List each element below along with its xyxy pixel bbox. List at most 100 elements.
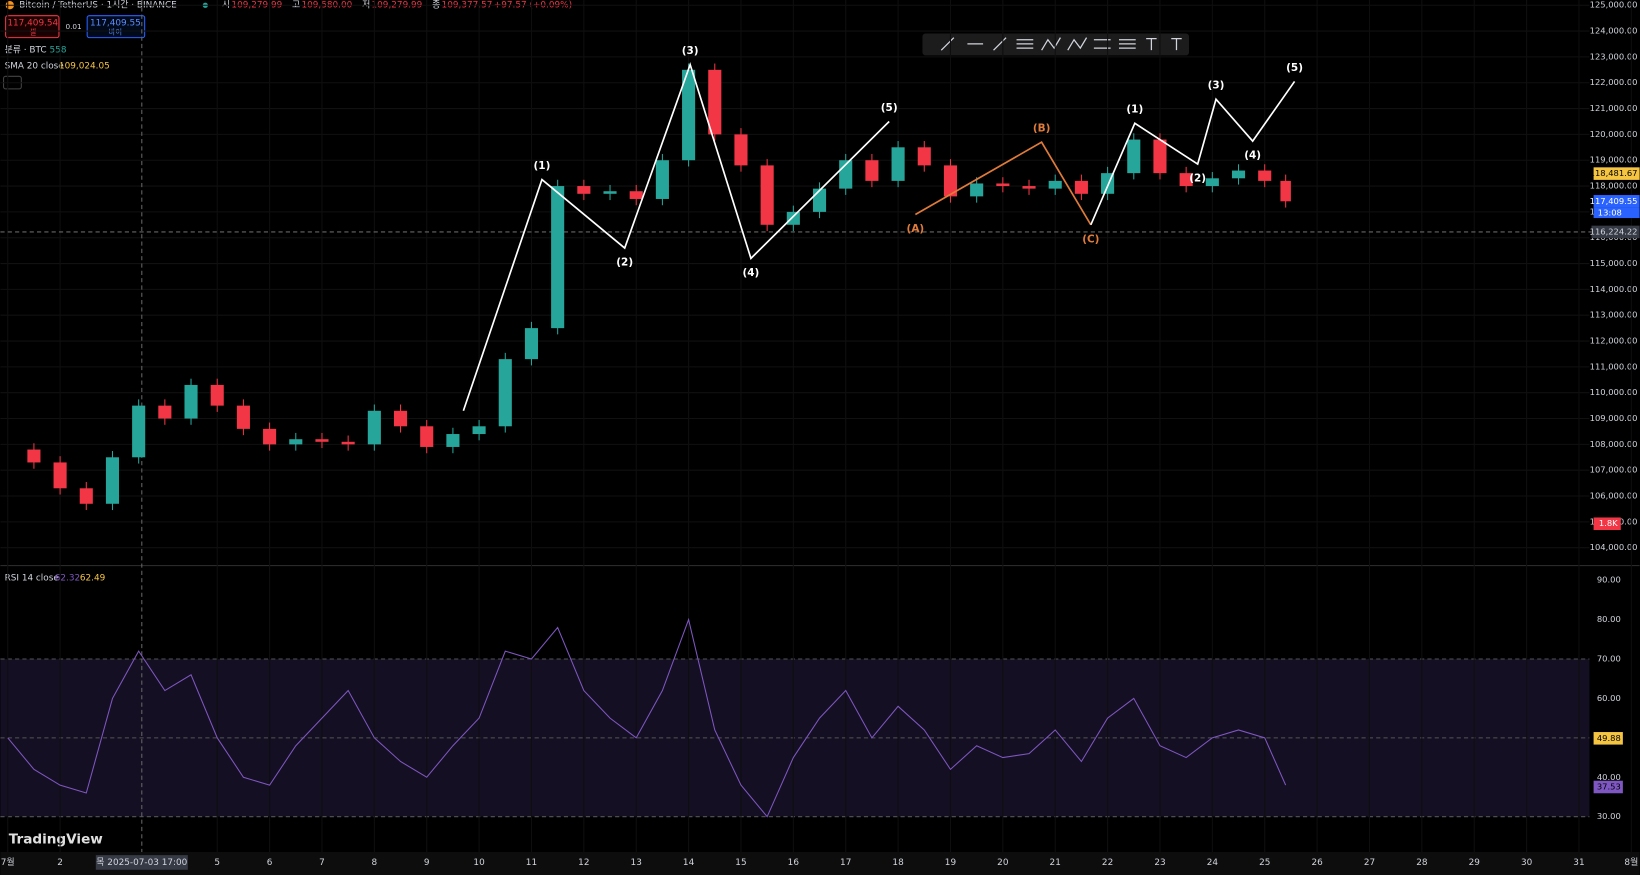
- date-label: 18: [892, 858, 904, 868]
- rsi-line: [7, 617, 1287, 818]
- candle-body: [210, 384, 224, 406]
- candle-body: [708, 69, 722, 135]
- price-tick-label: 122,000.00: [1590, 77, 1638, 87]
- candle-body: [53, 462, 67, 489]
- date-label: 22: [1102, 858, 1113, 868]
- buy-price: 117,409.55: [90, 18, 141, 28]
- candle-body: [812, 188, 827, 212]
- wave-label: (2): [1189, 173, 1206, 185]
- date-label: 19: [945, 858, 957, 868]
- sma-value: 109,024.05: [59, 61, 110, 71]
- date-label: 31: [1573, 858, 1584, 868]
- crosshair-date: 목 2025-07-03 17:00: [96, 857, 187, 868]
- price-tick-label: 110,000.00: [1590, 387, 1638, 397]
- rsi-tick-label: 60.00: [1597, 693, 1621, 703]
- sell-price: 117,409.54: [7, 18, 58, 28]
- price-tick-label: 114,000.00: [1590, 284, 1638, 294]
- price-tick-label: 107,000.00: [1590, 465, 1638, 475]
- date-label: 26: [1311, 858, 1323, 868]
- date-label: 27: [1364, 858, 1375, 868]
- price-tick-label: 113,000.00: [1590, 310, 1638, 320]
- logo: TradingView: [9, 831, 104, 847]
- crosshair-price: 116,224.22: [1590, 226, 1638, 236]
- rsi-ma-value: 62.49: [80, 574, 106, 584]
- rsi-legend: RSI 14 close: [5, 574, 59, 584]
- candle-body: [393, 410, 408, 427]
- wave-label: (1): [534, 160, 551, 172]
- date-label: 15: [735, 858, 746, 868]
- last-price-badge-bg: [1593, 195, 1640, 208]
- price-tick-label: 119,000.00: [1590, 155, 1638, 165]
- date-label: 23: [1154, 858, 1165, 868]
- date-label: 8월: [1624, 856, 1638, 868]
- wave-label: (C): [1082, 233, 1099, 245]
- rsi-tick-label: 90.00: [1597, 575, 1621, 585]
- candle-body: [263, 428, 277, 445]
- wave-label: (3): [1208, 80, 1225, 92]
- date-label: 13: [631, 858, 642, 868]
- volume-legend: 분류 · BTC: [5, 45, 47, 56]
- candle-body: [1280, 180, 1291, 202]
- spread: 0.01: [65, 22, 81, 31]
- candle-body: [27, 449, 41, 463]
- date-label: 25: [1259, 858, 1270, 868]
- rsi-tick-label: 30.00: [1597, 811, 1621, 821]
- candle-body: [943, 165, 958, 197]
- date-label: 9: [424, 858, 430, 868]
- sell-button[interactable]: [5, 15, 60, 39]
- toolbar-icons: [940, 37, 1182, 51]
- price-tick-label: 125,000.00: [1590, 0, 1638, 10]
- wave-label: (4): [743, 267, 760, 279]
- candle-body: [917, 147, 931, 166]
- candle-body: [472, 426, 486, 435]
- candle-body: [132, 405, 146, 458]
- candle-body: [1127, 139, 1141, 174]
- wave-label: (5): [1286, 62, 1303, 74]
- date-label: 21: [1050, 858, 1061, 868]
- wave-label: (1): [1126, 104, 1143, 116]
- rsi-tick-label: 40.00: [1597, 772, 1621, 782]
- crosshair-price-bg: [1591, 225, 1640, 239]
- sma-badge: 118,481.67: [1590, 168, 1638, 178]
- candle-body: [551, 186, 565, 329]
- candle-body: [577, 186, 591, 194]
- candle-body: [446, 434, 460, 447]
- rsi-badge-bg: [1593, 780, 1623, 794]
- wave-label: (5): [881, 102, 898, 114]
- candle-body: [105, 457, 120, 504]
- wave-label: (A): [907, 223, 925, 235]
- candle-body: [603, 191, 617, 194]
- candle-body: [655, 160, 669, 199]
- candle-body: [682, 69, 696, 161]
- price-tick-label: 121,000.00: [1590, 103, 1638, 113]
- last-price-badge: 117,409.55: [1590, 196, 1638, 206]
- candle-body: [498, 359, 512, 427]
- candle-body: [734, 134, 748, 166]
- date-axis-bar: [0, 852, 1640, 875]
- wave-line: [914, 141, 1092, 226]
- candle-body: [996, 183, 1010, 187]
- date-label: 7월: [1, 856, 15, 868]
- candle-body: [786, 211, 800, 225]
- volume-value: 558: [50, 46, 67, 56]
- date-label: 17: [840, 858, 851, 868]
- rsi-badge: 49.88: [1597, 733, 1621, 743]
- candle-body: [289, 439, 303, 445]
- date-label: 24: [1207, 858, 1219, 868]
- drawing-toolbar[interactable]: [922, 33, 1190, 56]
- buy-label: 바이: [109, 27, 122, 36]
- candle-body: [1205, 178, 1219, 187]
- candle-body: [1153, 139, 1167, 174]
- date-label: 16: [788, 858, 800, 868]
- buy-button[interactable]: [86, 15, 146, 39]
- price-tick-label: 109,000.00: [1590, 413, 1638, 423]
- date-label: 8: [372, 858, 378, 868]
- volume-badge: 1.8K: [1599, 518, 1618, 528]
- candle-body: [1074, 180, 1088, 194]
- date-label: 5: [214, 858, 220, 868]
- crosshair-date-bg: [95, 855, 188, 870]
- candle-body: [184, 384, 198, 419]
- price-tick-label: 108,000.00: [1590, 439, 1638, 449]
- candle-body: [1179, 173, 1193, 187]
